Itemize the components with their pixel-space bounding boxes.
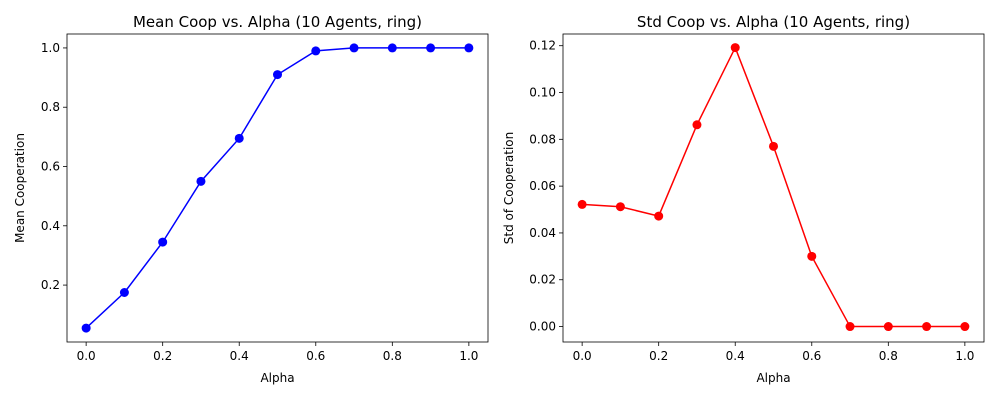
axis-ticks: 0.0 0.2 0.4 0.6 0.8 1.0 0.2 0.4 0.6 0.8 1.0 (41, 41, 479, 363)
x-tick-label: 0.0 (573, 349, 592, 363)
data-point (845, 322, 855, 332)
series-line (582, 45, 965, 328)
y-tick-label: 0.8 (41, 100, 60, 114)
data-point (158, 237, 168, 247)
data-point (464, 43, 474, 53)
chart-title: Std Coop vs. Alpha (10 Agents, ring) (637, 13, 910, 31)
plot-frame (562, 33, 985, 343)
data-point (349, 43, 359, 53)
data-point (426, 43, 436, 53)
data-point (119, 287, 129, 297)
x-tick-label: 0.6 (306, 349, 325, 363)
data-point (615, 202, 625, 212)
data-point (769, 141, 778, 151)
y-tick-label: 1.0 (41, 41, 60, 55)
data-point (387, 43, 397, 53)
mean-coop-chart: Mean Coop vs. Alpha (10 Agents, ring) Al… (13, 13, 489, 385)
data-point (807, 251, 817, 261)
data-point (730, 43, 740, 53)
chart-title: Mean Coop vs. Alpha (10 Agents, ring) (133, 13, 422, 31)
y-tick-label: 0.6 (41, 160, 60, 174)
x-tick-label: 0.8 (383, 349, 402, 363)
x-tick-label: 0.4 (726, 349, 745, 363)
y-axis-label: Std of Cooperation (502, 132, 516, 244)
data-point (577, 199, 587, 209)
y-axis-label: Mean Cooperation (13, 133, 27, 243)
axis-ticks: 0.0 0.2 0.4 0.6 0.8 1.0 0.00 0.02 0.04 0.06 0.08 0.… (529, 39, 974, 363)
data-point (922, 322, 932, 332)
data-point (654, 211, 664, 221)
data-point (234, 133, 244, 143)
x-tick-label: 0.8 (879, 349, 898, 363)
y-tick-label: 0.04 (529, 226, 556, 240)
y-tick-label: 0.02 (529, 273, 556, 287)
std-coop-chart: Std Coop vs. Alpha (10 Agents, ring) Alp… (502, 13, 985, 385)
data-point (692, 120, 702, 130)
data-point (273, 70, 282, 80)
data-point (196, 176, 206, 186)
y-tick-label: 0.2 (41, 278, 60, 292)
data-point (883, 322, 893, 332)
data-series (577, 43, 970, 332)
plot-frame (66, 33, 489, 343)
y-tick-label: 0.12 (529, 39, 556, 53)
y-tick-label: 0.00 (529, 320, 556, 334)
x-tick-label: 0.0 (77, 349, 96, 363)
x-axis-label: Alpha (260, 371, 294, 385)
data-series (81, 43, 474, 333)
x-tick-label: 0.2 (153, 349, 172, 363)
y-tick-label: 0.08 (529, 132, 556, 146)
y-tick-label: 0.10 (529, 86, 556, 100)
x-tick-label: 1.0 (955, 349, 974, 363)
series-line (85, 47, 469, 329)
x-tick-label: 0.4 (230, 349, 249, 363)
x-tick-label: 1.0 (459, 349, 478, 363)
data-point (311, 46, 321, 56)
x-tick-label: 0.2 (649, 349, 668, 363)
y-tick-label: 0.06 (529, 179, 556, 193)
x-tick-label: 0.6 (802, 349, 821, 363)
y-tick-label: 0.4 (41, 219, 60, 233)
x-axis-label: Alpha (756, 371, 790, 385)
data-point (960, 322, 970, 332)
data-point (81, 323, 91, 333)
